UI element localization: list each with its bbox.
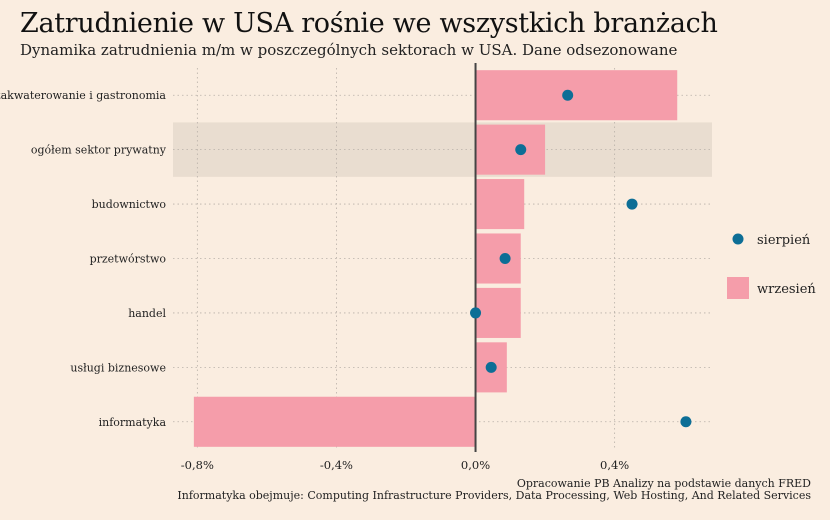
bar-wrzesień <box>475 287 521 338</box>
bar-wrzesień <box>475 70 678 121</box>
bar-wrzesień <box>475 233 521 284</box>
category-label: przetwórstwo <box>90 253 167 266</box>
dot-sierpień <box>626 198 638 210</box>
chart-title: Zatrudnienie w USA rośnie we wszystkich … <box>20 8 718 39</box>
dot-sierpień <box>499 253 511 264</box>
x-tick-label: 0,4% <box>600 458 629 472</box>
bar-wrzesień <box>475 179 525 230</box>
dot-sierpień <box>562 89 574 101</box>
category-label: ogółem sektor prywatny <box>31 144 167 157</box>
dot-sierpień <box>515 144 527 156</box>
category-label: zakwaterowanie i gastronomia <box>0 89 166 102</box>
chart-subtitle: Dynamika zatrudnienia m/m w poszczególny… <box>20 41 678 59</box>
legend-label-bar: wrzesień <box>757 282 816 297</box>
x-tick-label: -0,4% <box>320 458 353 472</box>
legend-dot-marker <box>732 233 744 245</box>
category-label: usługi biznesowe <box>70 361 166 374</box>
x-tick-label: 0,0% <box>461 458 490 472</box>
bar-wrzesień <box>475 124 546 175</box>
x-tick-label: -0,8% <box>181 458 214 472</box>
highlight-band <box>173 122 712 177</box>
note-caption: Informatyka obejmuje: Computing Infrastr… <box>177 489 811 502</box>
legend-label-dot: sierpień <box>757 233 811 248</box>
category-label: handel <box>128 307 166 320</box>
category-label: informatyka <box>99 416 167 429</box>
bar-wrzesień <box>193 396 476 447</box>
dot-sierpień <box>470 307 482 319</box>
source-caption: Opracowanie PB Analizy na podstawie dany… <box>516 477 811 490</box>
dot-sierpień <box>680 416 692 428</box>
legend-bar-swatch <box>727 277 749 299</box>
dot-sierpień <box>485 361 497 373</box>
category-label: budownictwo <box>92 198 167 211</box>
